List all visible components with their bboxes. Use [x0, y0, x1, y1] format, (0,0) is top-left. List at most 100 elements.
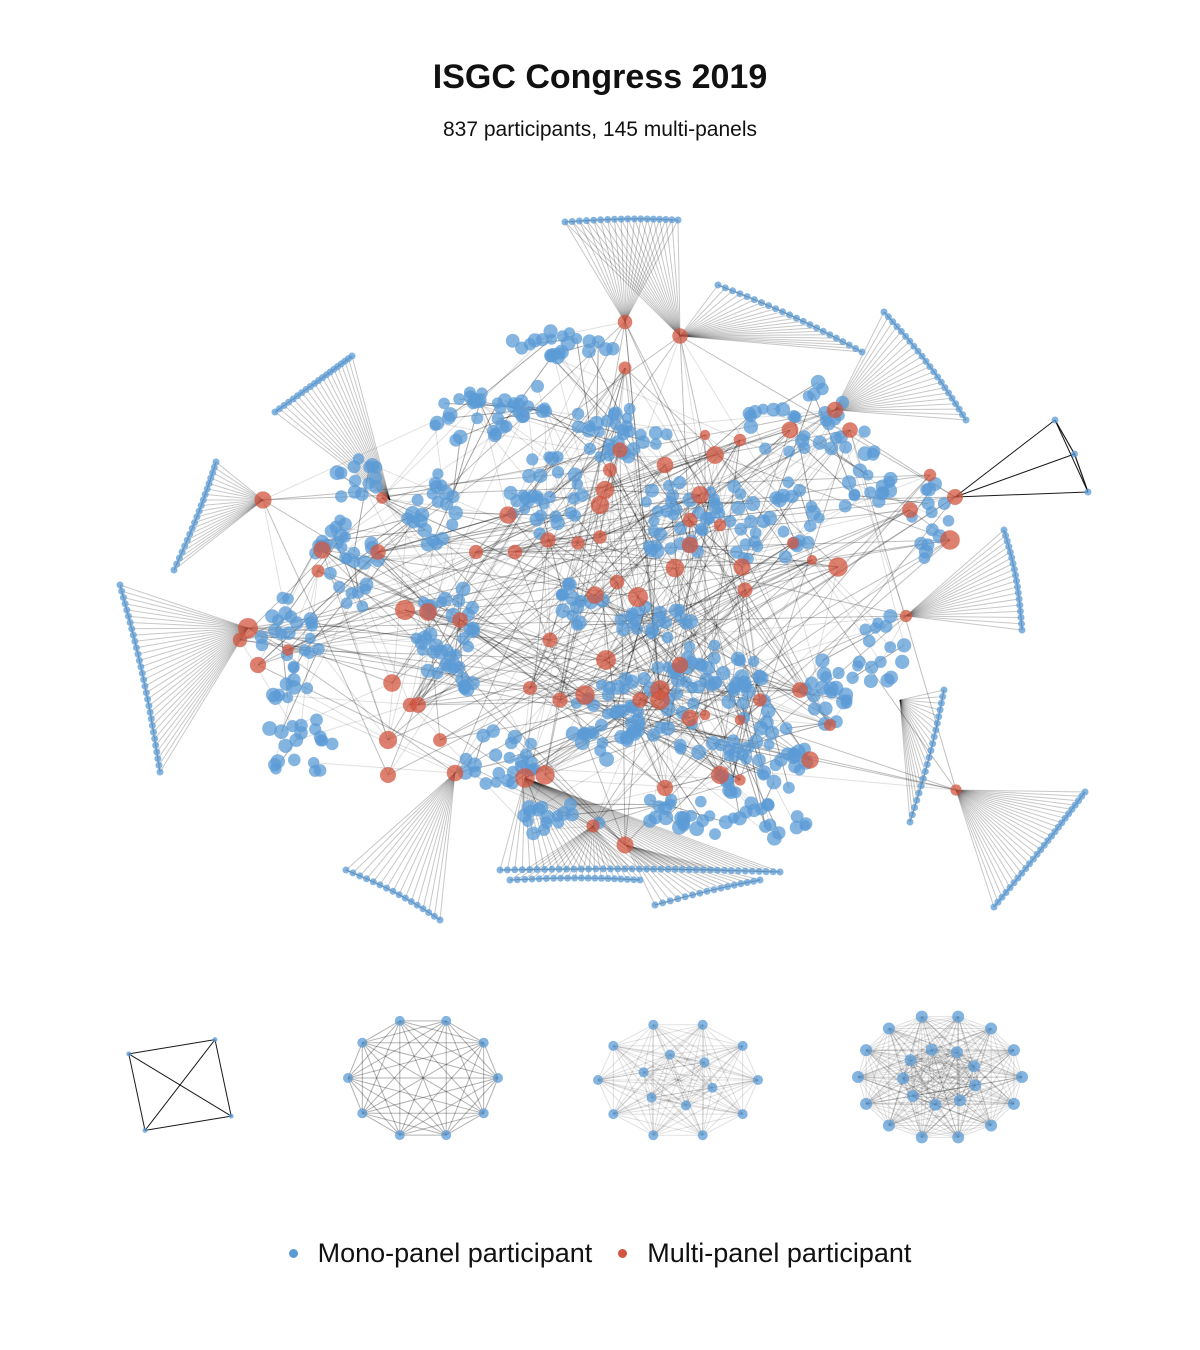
graph-edge — [597, 1061, 705, 1081]
graph-edge — [347, 1077, 363, 1114]
graph-edge — [905, 540, 1008, 617]
graph-edge — [888, 1028, 933, 1051]
mono-panel-node — [897, 1072, 910, 1085]
graph-edge — [599, 536, 801, 691]
mono-panel-node — [144, 695, 152, 703]
graph-edge — [137, 627, 249, 655]
mono-panel-node — [534, 509, 548, 522]
graph-edge — [973, 1065, 1023, 1078]
mono-panel-node — [466, 396, 480, 410]
mono-panel-node — [313, 764, 327, 777]
multi-panel-node — [734, 774, 746, 786]
graph-edge — [366, 772, 456, 880]
graph-edge — [888, 1028, 1014, 1051]
page-title: ISGC Congress 2019 — [432, 58, 768, 96]
mono-panel-node — [286, 680, 302, 695]
graph-edge — [361, 1042, 401, 1136]
graph-edge — [362, 1042, 499, 1079]
graph-edge — [597, 1054, 671, 1081]
mono-panel-node — [186, 530, 194, 538]
graph-edge — [550, 355, 617, 426]
graph-edge — [153, 627, 249, 733]
mono-panel-node — [478, 1108, 489, 1119]
graph-edge — [857, 1076, 890, 1126]
mono-panel-node — [860, 1044, 873, 1057]
mono-panel-node — [649, 544, 665, 559]
mono-panel-node — [640, 496, 652, 508]
graph-edge — [866, 1103, 992, 1126]
graph-edge — [931, 1049, 992, 1126]
mono-panel-node — [603, 449, 615, 462]
mono-panel-node — [599, 751, 615, 767]
multi-panel-node — [540, 532, 556, 548]
mono-panel-node — [519, 503, 531, 515]
mono-panel-node — [175, 554, 183, 562]
mono-panel-node — [925, 523, 939, 537]
graph-edge — [711, 685, 801, 691]
mono-panel-node — [594, 451, 607, 463]
mono-panel-node — [649, 215, 657, 223]
multi-panel-node — [535, 765, 555, 785]
graph-edge — [955, 789, 1019, 879]
mono-panel-node — [683, 640, 696, 653]
multi-panel-node — [781, 421, 799, 439]
graph-edge — [524, 777, 626, 870]
mono-panel-node — [583, 442, 597, 455]
mono-panel-node — [786, 311, 794, 319]
graph-edge — [865, 1049, 992, 1126]
graph-edge — [902, 1077, 1015, 1105]
mono-panel-node — [846, 671, 859, 684]
mono-panel-node — [585, 865, 593, 873]
graph-edge — [613, 1045, 671, 1055]
graph-edge — [653, 1079, 759, 1136]
graph-edge — [954, 453, 1075, 498]
multi-panel-node — [672, 328, 688, 344]
mono-panel-node — [525, 737, 537, 750]
graph-edge — [651, 1097, 743, 1115]
mono-panel-node — [1000, 526, 1008, 534]
graph-edge — [580, 510, 659, 602]
mono-panel-node — [340, 597, 353, 609]
graph-edge — [612, 1045, 654, 1136]
graph-edge — [651, 1087, 713, 1099]
mono-panel-node — [608, 1109, 619, 1120]
graph-edge — [613, 1024, 654, 1047]
mono-panel-node — [696, 889, 704, 897]
mono-panel-node — [543, 324, 558, 339]
graph-edge — [584, 694, 714, 744]
graph-edge — [899, 699, 934, 744]
graph-edge — [921, 1016, 992, 1126]
graph-edge — [669, 1054, 759, 1081]
graph-edge — [605, 503, 754, 661]
mono-panel-node — [141, 682, 149, 690]
mono-panel-node — [132, 644, 140, 652]
multi-panel-node — [734, 714, 746, 726]
graph-edge — [957, 1016, 961, 1101]
graph-edge — [1054, 419, 1089, 493]
mono-panel-node — [734, 522, 748, 536]
graph-edge — [834, 326, 898, 411]
graph-edge — [834, 403, 956, 411]
mono-panel-node — [178, 548, 186, 556]
mono-panel-node — [574, 735, 590, 751]
mono-panel-node — [906, 337, 914, 345]
multi-panel-node — [950, 784, 962, 796]
mono-panel-node — [650, 865, 658, 873]
mono-panel-node — [342, 866, 350, 874]
mono-panel-node — [590, 216, 598, 224]
graph-edge — [702, 1087, 713, 1136]
graph-edge — [679, 327, 817, 337]
graph-edge — [381, 497, 586, 696]
mono-panel-node — [138, 669, 146, 677]
multi-panel-node — [609, 574, 625, 590]
multi-panel-node — [552, 692, 568, 708]
graph-edge — [321, 549, 626, 846]
graph-edge — [902, 1078, 936, 1106]
graph-edge — [613, 219, 681, 337]
mono-panel-node — [511, 866, 519, 874]
mono-panel-node — [501, 774, 515, 788]
graph-edge — [669, 1054, 704, 1136]
graph-edge — [742, 1079, 759, 1115]
mono-panel-node — [810, 374, 826, 390]
graph-edge — [865, 1049, 911, 1061]
